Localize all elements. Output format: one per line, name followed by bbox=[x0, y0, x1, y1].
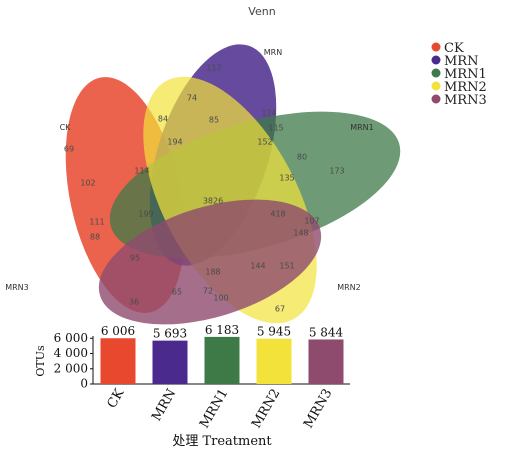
x-tick-label: MRN1 bbox=[197, 387, 231, 432]
legend-swatch-ck bbox=[431, 42, 441, 52]
region-value: 69 bbox=[64, 145, 74, 154]
x-tick-label: MRN2 bbox=[249, 387, 283, 432]
region-value: 72 bbox=[203, 287, 213, 296]
bar-value-label: 5 844 bbox=[309, 325, 344, 339]
y-axis-label: OTUs bbox=[34, 345, 47, 377]
region-value: 144 bbox=[250, 262, 265, 271]
region-value: 124 bbox=[261, 109, 276, 118]
legend-swatch-mrn2 bbox=[431, 81, 441, 91]
venn-title: Venn bbox=[248, 5, 275, 18]
venn-diagram bbox=[65, 44, 401, 325]
x-tick-label: MRN bbox=[149, 387, 179, 424]
region-value: 117 bbox=[206, 64, 221, 73]
region-value: 88 bbox=[90, 233, 100, 242]
venn-ellipse-mrn3 bbox=[98, 199, 322, 325]
legend-swatch-mrn1 bbox=[431, 68, 441, 78]
bar-mrn bbox=[152, 340, 188, 384]
set-label-mrn: MRN bbox=[264, 48, 282, 57]
region-value: 151 bbox=[279, 262, 294, 271]
bar-mrn2 bbox=[256, 338, 292, 384]
bar-value-label: 5 693 bbox=[153, 327, 187, 341]
bar-value-label: 6 183 bbox=[205, 323, 239, 337]
set-label-ck: CK bbox=[60, 123, 72, 132]
region-value: 194 bbox=[167, 138, 182, 147]
region-value: 152 bbox=[257, 138, 272, 147]
set-label-mrn3: MRN3 bbox=[5, 283, 29, 292]
y-tick-label: 0 bbox=[80, 377, 88, 391]
region-value: 173 bbox=[329, 167, 344, 176]
region-value: 115 bbox=[268, 124, 283, 133]
region-value: 102 bbox=[80, 179, 95, 188]
region-value: 111 bbox=[89, 218, 104, 227]
legend-label-mrn1: MRN1 bbox=[444, 67, 487, 82]
x-ticks: CK MRN MRN1 MRN2 MRN3 bbox=[105, 386, 336, 431]
x-axis-label: 处理 Treatment bbox=[172, 434, 272, 449]
region-value: 80 bbox=[297, 153, 307, 162]
legend-swatch-mrn bbox=[431, 55, 441, 65]
region-value: 3826 bbox=[203, 197, 223, 206]
region-value: 84 bbox=[158, 115, 168, 124]
x-tick-label: MRN3 bbox=[301, 387, 335, 432]
legend-label-mrn3: MRN3 bbox=[444, 93, 487, 108]
region-value: 85 bbox=[209, 116, 219, 125]
bar-mrn3 bbox=[308, 339, 344, 384]
region-value: 36 bbox=[129, 298, 139, 307]
region-value: 199 bbox=[138, 210, 153, 219]
bar-value-label: 6 006 bbox=[101, 324, 135, 338]
region-value: 65 bbox=[172, 288, 182, 297]
region-value: 74 bbox=[187, 94, 197, 103]
y-tick-label: 6 000 bbox=[54, 331, 88, 345]
bar-value-label: 5 945 bbox=[257, 325, 291, 339]
y-tick-label: 2 000 bbox=[54, 361, 88, 375]
region-value: 114 bbox=[134, 167, 149, 176]
venn-region-values: 69 102 114 111 199 88 95 36 65 72 100 18… bbox=[64, 64, 345, 314]
set-label-mrn2: MRN2 bbox=[337, 283, 361, 292]
legend: CK MRN MRN1 MRN2 MRN3 bbox=[431, 41, 487, 108]
legend-swatch-mrn3 bbox=[431, 94, 441, 104]
region-value: 107 bbox=[304, 217, 319, 226]
region-value: 135 bbox=[279, 174, 294, 183]
legend-label-mrn: MRN bbox=[444, 54, 478, 69]
y-tick-label: 4 000 bbox=[54, 346, 88, 360]
bar-ck bbox=[100, 338, 136, 384]
region-value: 188 bbox=[205, 268, 220, 277]
legend-label-ck: CK bbox=[444, 41, 464, 56]
region-value: 148 bbox=[293, 229, 308, 238]
set-label-mrn1: MRN1 bbox=[350, 123, 374, 132]
bar-mrn1 bbox=[204, 336, 240, 384]
region-value: 100 bbox=[213, 294, 228, 303]
region-value: 67 bbox=[275, 305, 285, 314]
legend-label-mrn2: MRN2 bbox=[444, 80, 487, 95]
x-tick-label: CK bbox=[105, 386, 128, 411]
region-value: 418 bbox=[270, 210, 285, 219]
region-value: 95 bbox=[130, 254, 140, 263]
bars: 6 006 5 693 6 183 5 945 5 844 bbox=[100, 323, 344, 384]
